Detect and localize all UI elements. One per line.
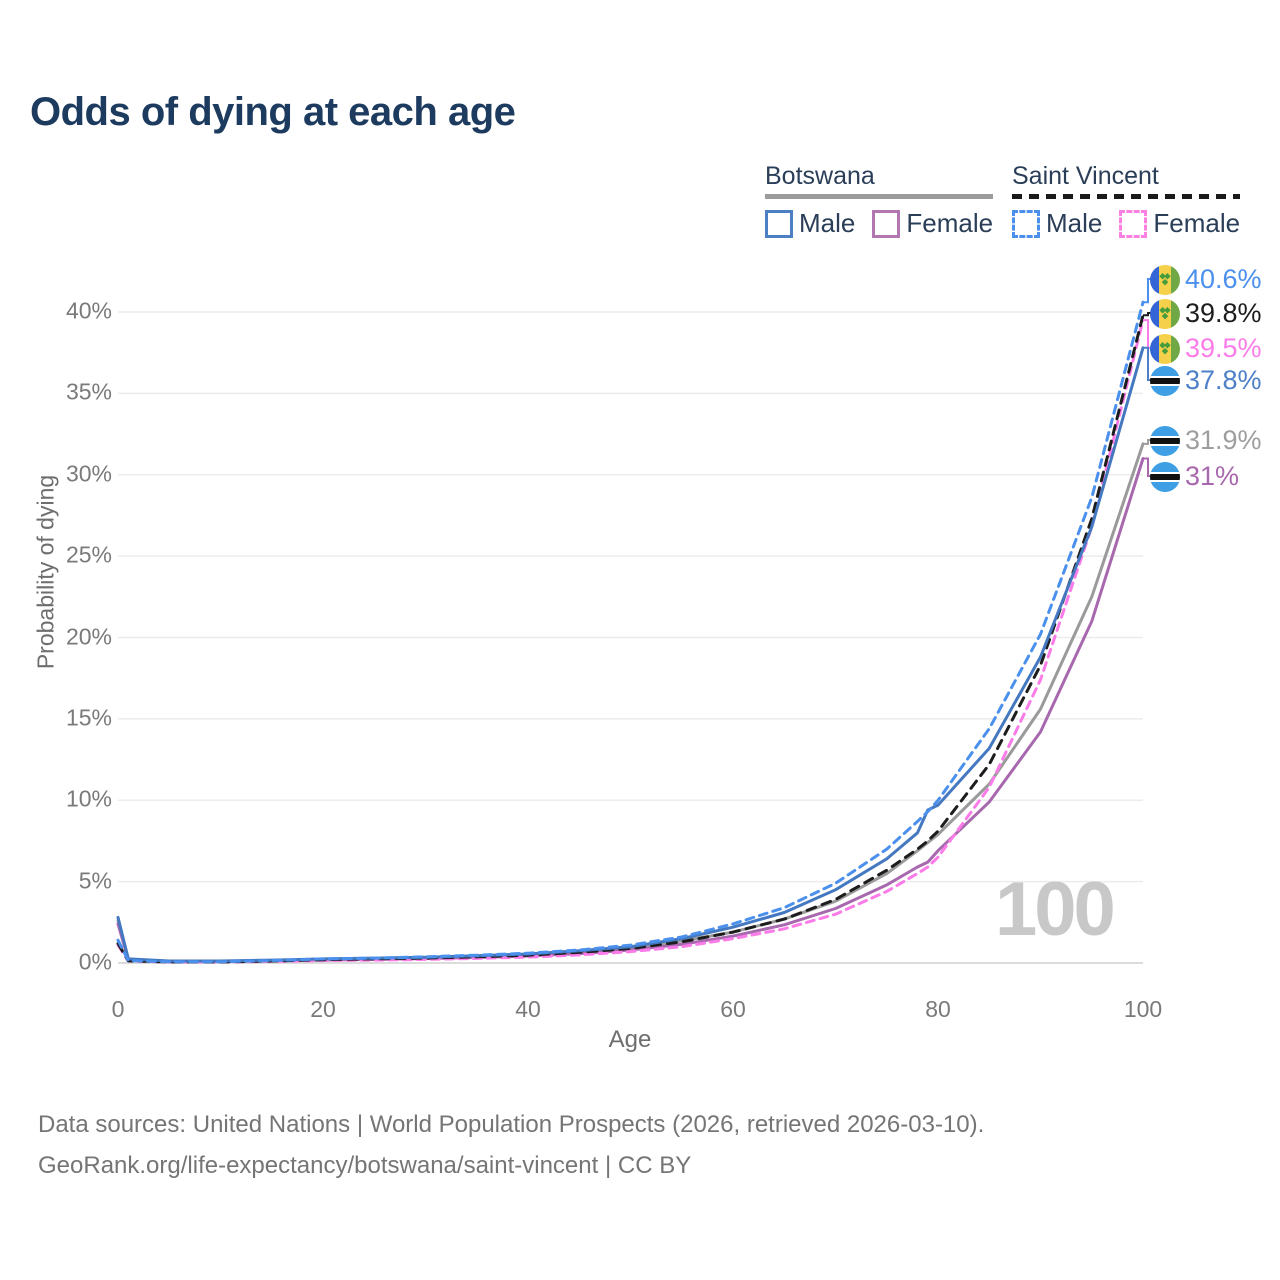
end-label-sv-male: 40.6% (1150, 264, 1262, 295)
end-label-connector (1143, 319, 1152, 349)
end-label-connector (1143, 439, 1152, 445)
data-sources-text: Data sources: United Nations | World Pop… (38, 1111, 985, 1138)
end-label-bw-female: 31% (1150, 461, 1239, 492)
botswana-male-swatch-icon (765, 209, 793, 238)
end-label-connector (1143, 457, 1152, 477)
series-line-bw-total (116, 442, 1145, 963)
saint-vincent-flag-icon (1150, 264, 1180, 295)
legend-group-botswana: Botswana Male Female (765, 162, 994, 239)
legend-item-saint-vincent-male: Male (1012, 208, 1102, 239)
page-title: Odds of dying at each age (30, 90, 516, 134)
y-tick-label: 0% (78, 948, 112, 975)
botswana-female-swatch-icon (872, 209, 901, 238)
botswana-flag-icon (1150, 365, 1180, 396)
end-label-bw-male: 37.8% (1150, 365, 1262, 396)
end-value-label: 40.6% (1185, 264, 1262, 294)
series-line-bw-male (116, 346, 1145, 963)
x-tick-label: 60 (720, 996, 746, 1022)
legend-linestyle-dashed (1012, 194, 1241, 199)
end-label-sv-female: 39.5% (1150, 333, 1262, 364)
y-tick-label: 10% (65, 785, 112, 812)
y-tick-label: 15% (65, 704, 112, 731)
end-value-label: 37.8% (1185, 365, 1262, 395)
legend-item-botswana-male: Male (765, 208, 855, 239)
x-axis-title: Age (608, 1026, 652, 1053)
y-tick-label: 25% (65, 541, 112, 568)
y-tick-label: 5% (78, 867, 112, 894)
legend-item-saint-vincent-female: Female (1119, 208, 1240, 239)
x-tick-label: 0 (111, 996, 125, 1022)
legend-title-botswana: Botswana (765, 162, 875, 190)
legend-linestyle-solid (765, 194, 994, 199)
saint-vincent-flag-icon (1150, 298, 1180, 329)
series-line-sv-total (116, 313, 1145, 964)
x-tick-label: 80 (925, 996, 951, 1022)
end-label-sv-total: 39.8% (1150, 298, 1262, 329)
end-label-bw-total: 31.9% (1150, 425, 1262, 456)
botswana-flag-icon (1150, 461, 1180, 492)
y-tick-label: 30% (65, 460, 112, 487)
attribution-text: GeoRank.org/life-expectancy/botswana/sai… (38, 1152, 692, 1179)
series-line-sv-male (116, 300, 1145, 964)
legend-label: Male (799, 208, 856, 238)
legend-label: Female (1153, 208, 1241, 238)
x-tick-label: 100 (1123, 996, 1163, 1022)
saint-vincent-male-swatch-icon (1012, 209, 1040, 238)
end-value-label: 31% (1185, 461, 1240, 491)
legend-label: Female (906, 208, 994, 238)
y-tick-label: 35% (65, 378, 112, 405)
end-value-label: 31.9% (1185, 425, 1262, 455)
end-label-connector (1143, 278, 1152, 304)
series-line-sv-female (116, 318, 1145, 964)
y-tick-label: 40% (65, 297, 112, 324)
end-value-label: 39.5% (1185, 333, 1262, 363)
legend-item-botswana-female: Female (872, 208, 993, 239)
footer: Data sources: United Nations | World Pop… (38, 1104, 984, 1186)
x-tick-label: 20 (310, 996, 336, 1022)
legend-title-saint-vincent: Saint Vincent (1012, 162, 1159, 190)
y-tick-label: 20% (65, 622, 112, 649)
saint-vincent-female-swatch-icon (1119, 209, 1148, 238)
end-label-connector (1143, 312, 1152, 317)
x-tick-label: 40 (515, 996, 541, 1022)
age-watermark: 100 (995, 867, 1116, 952)
saint-vincent-flag-icon (1150, 333, 1180, 364)
botswana-flag-icon (1150, 425, 1180, 456)
series-line-bw-female (116, 457, 1145, 963)
legend-label: Male (1046, 208, 1103, 238)
end-label-connector (1143, 346, 1152, 381)
legend-group-saint-vincent: Saint Vincent Male Female (1012, 162, 1241, 239)
end-value-label: 39.8% (1185, 298, 1262, 328)
